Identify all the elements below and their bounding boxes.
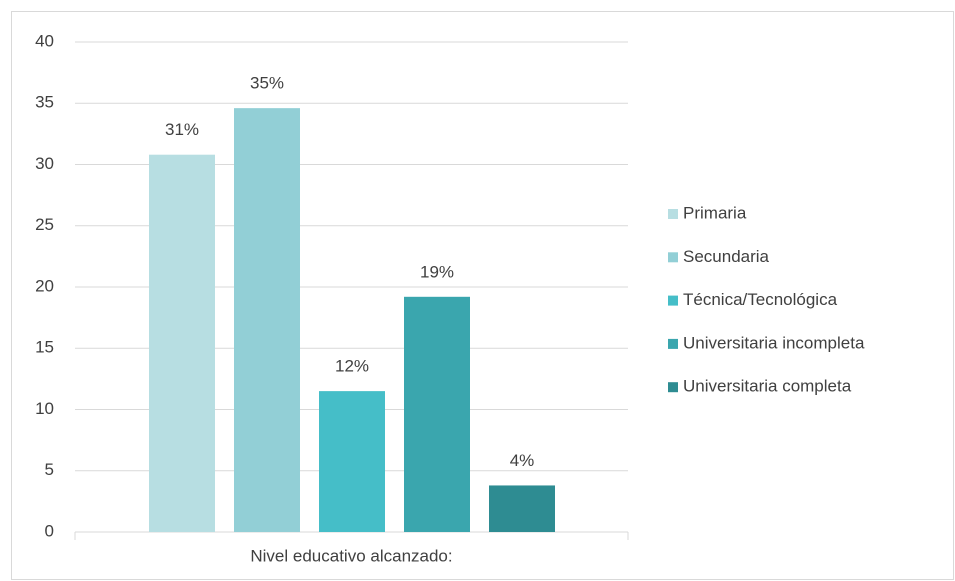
bar <box>319 391 385 532</box>
legend-swatch <box>668 338 678 349</box>
data-label: 35% <box>250 74 284 93</box>
legend-label: Universitaria completa <box>683 377 852 396</box>
chart-border <box>11 11 954 580</box>
legend-label: Universitaria incompleta <box>683 333 865 352</box>
bar <box>489 485 555 532</box>
y-tick-label: 5 <box>45 460 54 479</box>
legend-swatch <box>668 252 678 263</box>
legend-swatch <box>668 209 678 219</box>
y-tick-label: 25 <box>35 215 54 234</box>
data-label: 12% <box>335 357 369 376</box>
y-tick-label: 30 <box>35 154 54 173</box>
bar <box>404 296 470 532</box>
legend-label: Primaria <box>683 203 747 222</box>
y-tick-label: 20 <box>35 276 54 295</box>
bar <box>234 108 300 533</box>
y-tick-label: 10 <box>35 399 54 418</box>
y-tick-label: 0 <box>45 521 54 540</box>
bar <box>149 154 215 532</box>
legend-swatch <box>668 295 678 306</box>
legend-swatch <box>668 382 678 393</box>
legend-label: Técnica/Tecnológica <box>683 290 838 309</box>
x-tick-label: Nivel educativo alcanzado: <box>250 546 452 565</box>
data-label: 4% <box>510 451 535 470</box>
y-tick-label: 15 <box>35 338 54 357</box>
y-tick-label: 40 <box>35 31 54 50</box>
data-label: 31% <box>165 120 199 139</box>
legend-label: Secundaria <box>683 247 770 266</box>
data-label: 19% <box>420 262 454 281</box>
y-tick-label: 35 <box>35 93 54 112</box>
